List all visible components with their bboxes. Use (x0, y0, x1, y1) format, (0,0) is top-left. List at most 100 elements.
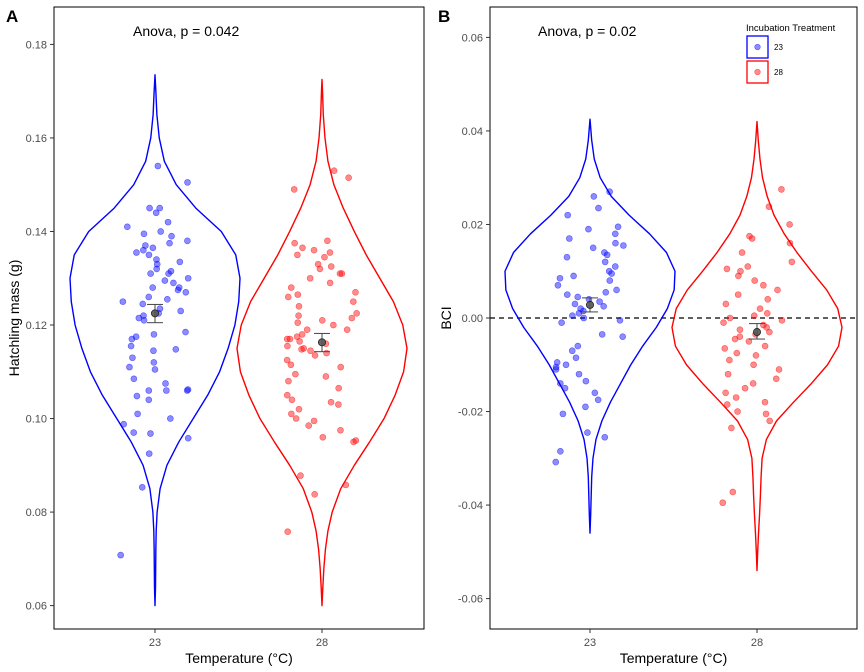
data-point-28 (285, 377, 292, 385)
data-point-23 (184, 274, 192, 282)
data-point-28 (722, 389, 729, 397)
data-point-28 (338, 270, 346, 277)
data-point-28 (288, 410, 295, 418)
mean-point-23 (586, 300, 595, 309)
data-point-23 (132, 333, 140, 341)
data-point-28 (722, 300, 730, 308)
data-point-28 (322, 373, 330, 380)
anova-annotation: Anova, p = 0.02 (538, 23, 637, 39)
y-axis-title: Hatchling mass (g) (6, 260, 22, 377)
data-point-28 (760, 281, 767, 289)
data-point-23 (167, 415, 174, 422)
data-point-28 (760, 321, 767, 329)
data-point-28 (734, 408, 741, 415)
data-point-28 (310, 417, 318, 425)
data-point-23 (140, 312, 147, 319)
data-point-23 (566, 235, 573, 242)
data-point-28 (778, 317, 786, 324)
data-point-23 (176, 258, 184, 266)
data-point-28 (345, 174, 352, 181)
data-point-28 (326, 279, 334, 287)
data-point-23 (130, 429, 137, 436)
data-point-28 (288, 396, 296, 404)
data-point-23 (606, 277, 614, 284)
data-point-28 (719, 499, 727, 507)
data-point-23 (570, 272, 577, 280)
data-point-28 (292, 415, 300, 422)
data-point-28 (305, 422, 312, 429)
data-point-23 (557, 380, 564, 387)
data-point-23 (606, 188, 613, 196)
x-tick-label: 23 (149, 637, 161, 649)
data-point-28 (337, 426, 344, 434)
data-point-28 (752, 352, 760, 359)
data-point-23 (590, 193, 598, 200)
data-point-28 (723, 265, 731, 273)
data-point-28 (751, 277, 758, 284)
data-point-23 (138, 483, 146, 491)
y-tick-label: -0.02 (458, 407, 483, 419)
data-point-23 (608, 270, 615, 277)
data-point-23 (145, 396, 153, 404)
data-point-23 (170, 279, 177, 287)
data-point-23 (117, 551, 124, 559)
data-point-23 (175, 284, 183, 291)
data-point-23 (162, 380, 169, 387)
x-axis-title: Temperature (°C) (185, 650, 293, 666)
data-point-23 (165, 270, 172, 277)
y-tick-label: 0.02 (462, 219, 483, 231)
data-point-23 (552, 458, 560, 466)
data-point-28 (287, 361, 295, 369)
data-point-23 (552, 366, 560, 373)
data-point-23 (142, 242, 149, 249)
y-tick-label: -0.04 (458, 500, 483, 512)
data-point-28 (726, 356, 733, 364)
data-point-28 (766, 417, 774, 425)
panel-label: A (6, 7, 18, 26)
data-point-28 (330, 167, 338, 174)
data-point-23 (145, 450, 153, 457)
data-point-23 (580, 314, 588, 322)
data-point-28 (284, 342, 291, 350)
data-point-23 (569, 312, 576, 319)
data-point-23 (183, 387, 191, 394)
y-tick-label: 0.14 (26, 226, 47, 238)
data-point-28 (723, 401, 731, 408)
data-point-28 (319, 433, 327, 441)
data-point-23 (145, 251, 153, 259)
data-point-23 (585, 225, 592, 233)
data-point-28 (729, 488, 737, 496)
data-point-23 (147, 270, 154, 277)
data-point-23 (563, 253, 571, 261)
y-tick-label: 0.08 (26, 507, 47, 519)
x-tick-label: 28 (316, 637, 328, 649)
panel-a: 0.06 0.08 0.10 0.12 0.14 0.16 0.18 23 28 Temperat… (6, 6, 425, 666)
data-point-28 (321, 253, 328, 261)
data-point-28 (283, 391, 291, 399)
y-tick-label: 0.06 (26, 601, 47, 613)
data-point-28 (749, 380, 757, 387)
data-point-23 (601, 433, 609, 441)
data-point-28 (291, 239, 298, 247)
y-tick-label: 0.12 (26, 320, 47, 332)
data-point-23 (582, 403, 589, 411)
data-point-28 (788, 258, 796, 266)
data-point-23 (120, 420, 128, 428)
data-point-28 (741, 384, 749, 392)
legend-key-28 (746, 60, 769, 84)
data-point-28 (775, 366, 783, 373)
data-point-23 (157, 228, 164, 235)
data-point-28 (744, 263, 752, 270)
data-point-23 (123, 223, 131, 231)
data-point-28 (310, 246, 318, 254)
data-point-28 (786, 239, 794, 247)
data-point-28 (323, 349, 330, 357)
data-point-23 (177, 307, 184, 315)
data-point-23 (568, 347, 576, 355)
data-point-23 (139, 300, 147, 308)
data-point-28 (726, 314, 734, 322)
data-point-23 (140, 230, 148, 238)
data-point-28 (774, 286, 781, 294)
mean-point-23 (150, 309, 159, 318)
